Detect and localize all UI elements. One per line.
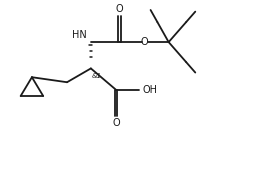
Text: HN: HN — [72, 30, 86, 40]
Text: O: O — [141, 37, 149, 47]
Text: O: O — [112, 118, 120, 128]
Text: &1: &1 — [91, 73, 101, 79]
Text: OH: OH — [142, 85, 157, 95]
Text: O: O — [116, 4, 124, 14]
